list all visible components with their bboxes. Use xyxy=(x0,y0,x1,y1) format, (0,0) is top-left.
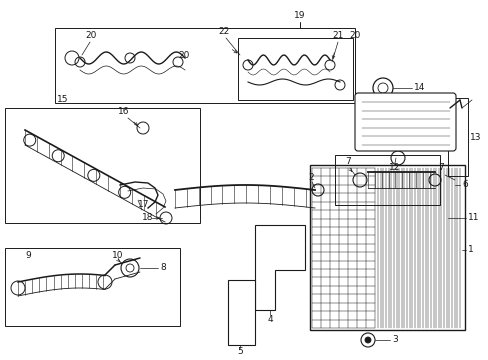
Text: 12: 12 xyxy=(388,163,400,172)
Text: 20: 20 xyxy=(178,50,189,59)
Polygon shape xyxy=(254,225,305,310)
Bar xyxy=(5,108,200,223)
Text: 1: 1 xyxy=(467,246,473,255)
Bar xyxy=(55,28,354,103)
FancyBboxPatch shape xyxy=(354,93,455,151)
Text: 3: 3 xyxy=(391,336,397,345)
Text: 7: 7 xyxy=(345,157,350,166)
Text: 19: 19 xyxy=(294,10,305,19)
Circle shape xyxy=(364,337,370,343)
Text: 20: 20 xyxy=(85,31,96,40)
Text: 5: 5 xyxy=(237,347,243,356)
Text: 11: 11 xyxy=(467,213,479,222)
Text: 6: 6 xyxy=(461,180,467,189)
Bar xyxy=(5,248,180,326)
Text: 16: 16 xyxy=(118,108,129,117)
Text: 4: 4 xyxy=(266,315,272,324)
Text: 7: 7 xyxy=(437,163,443,172)
Bar xyxy=(334,155,439,205)
Text: 20: 20 xyxy=(348,31,360,40)
Text: 2: 2 xyxy=(307,174,313,183)
Bar xyxy=(238,38,352,100)
Text: 8: 8 xyxy=(160,264,165,273)
Text: 15: 15 xyxy=(57,95,68,104)
Text: 10: 10 xyxy=(112,251,123,260)
Text: 18: 18 xyxy=(142,213,153,222)
Text: 13: 13 xyxy=(469,134,481,143)
Text: 14: 14 xyxy=(413,84,425,93)
Bar xyxy=(447,98,467,176)
Text: 17: 17 xyxy=(138,201,149,210)
Text: 21: 21 xyxy=(331,31,343,40)
Text: 22: 22 xyxy=(218,27,229,36)
Text: 9: 9 xyxy=(25,251,31,260)
Polygon shape xyxy=(227,280,254,345)
Bar xyxy=(309,165,464,330)
